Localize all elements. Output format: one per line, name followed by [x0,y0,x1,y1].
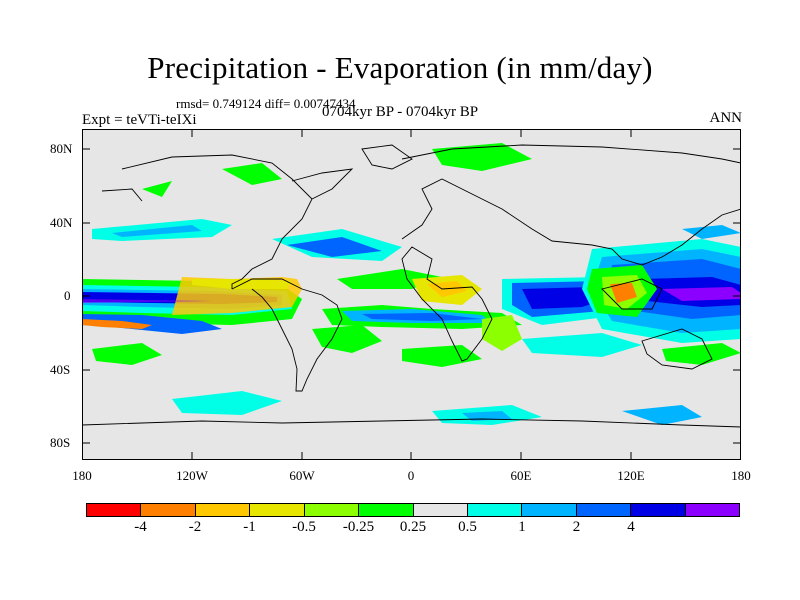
lon-tick-label: 180 [72,468,92,483]
lat-tick-label: 0 [64,288,71,303]
field-storm-tracks [92,143,532,289]
colorbar-label: -1 [243,519,256,535]
map-panel [82,129,741,460]
colorbar-label: -2 [188,519,202,535]
period-label: 0704kyr BP - 0704kyr BP [322,104,479,120]
experiment-label: Expt = teVTi-teIXi [82,112,197,128]
colorbar-swatch [685,503,741,517]
colorbar-swatch [631,503,686,517]
lat-tick-label: 80N [50,141,73,156]
season-label: ANN [709,110,743,126]
colorbar-swatch [359,503,414,517]
colorbar-swatch [576,503,632,517]
colorbar [86,503,741,517]
lon-tick-label: 60W [289,468,315,483]
lon-tick-label: 120W [176,468,208,483]
field-pacific [82,277,302,334]
lon-tick-label: 60E [510,468,532,483]
lon-tick-label: 120E [617,468,645,483]
stats-line: rmsd= 0.749124 diff= 0.00747434 [176,96,356,111]
coastlines [82,144,741,428]
colorbar-label: -0.5 [292,519,316,535]
colorbar-swatch [141,503,196,517]
colorbar-swatch [467,503,523,517]
world-map [82,129,741,460]
colorbar-swatch [250,503,305,517]
colorbar-label: 2 [572,519,581,535]
lat-tick-label: 80S [50,435,71,450]
colorbar-swatch [413,503,468,517]
lat-tick-label: 40N [50,215,73,230]
field-southern [92,333,741,425]
colorbar-swatch [86,503,142,517]
lon-tick-label: 180 [731,468,751,483]
colorbar-swatch [195,503,251,517]
colorbar-label: 4 [627,519,635,535]
colorbar-label: 0.5 [458,519,477,535]
lon-tick-label: 0 [407,468,415,483]
colorbar-swatch [304,503,360,517]
colorbar-swatch [522,503,577,517]
colorbar-label: -0.25 [342,519,375,535]
colorbar-label: -4 [134,519,147,535]
colorbar-label: 0.25 [399,519,427,535]
plot-title: Precipitation - Evaporation (in mm/day) [147,50,653,85]
colorbar-label: 1 [518,519,526,535]
axis-ticks [82,129,741,460]
lat-tick-label: 40S [50,362,71,377]
